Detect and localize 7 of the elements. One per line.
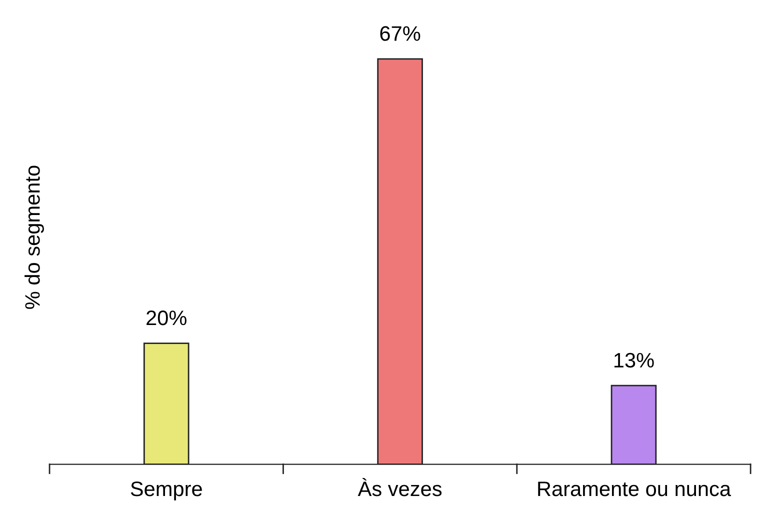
x-tick-label: Raramente ou nunca [538,482,732,496]
data-label: 67% [380,26,420,41]
data-label: 13% [614,352,654,368]
x-tick-label: Às vezes [358,478,442,496]
y-axis-title: % do segmento [24,166,44,309]
x-tick-label: Sempre [130,481,202,500]
data-label: 20% [146,310,186,326]
